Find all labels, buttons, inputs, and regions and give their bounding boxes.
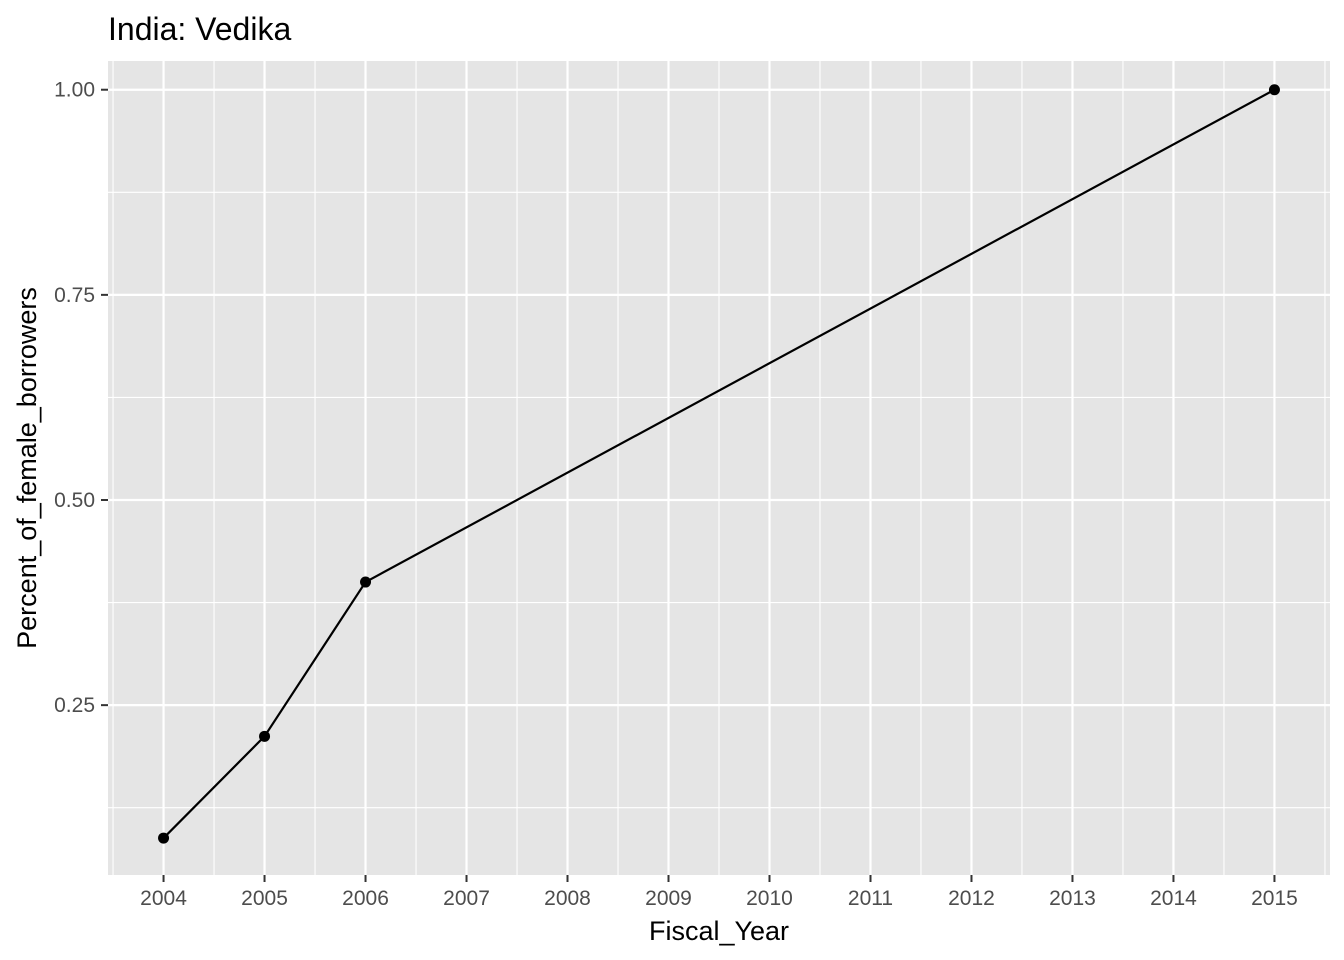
series-layer xyxy=(158,84,1280,844)
y-tick-label: 1.00 xyxy=(54,79,95,102)
x-tick-label: 2009 xyxy=(645,887,692,910)
y-axis-title: Percent_of_female_borrowers xyxy=(12,287,42,649)
y-tick-label: 0.75 xyxy=(54,284,95,307)
data-point xyxy=(259,730,271,742)
x-axis-title: Fiscal_Year xyxy=(649,916,789,946)
x-tick-label: 2008 xyxy=(544,887,591,910)
minor-grid xyxy=(108,61,1330,875)
y-tick-label: 0.50 xyxy=(54,489,95,512)
x-tick-label: 2007 xyxy=(443,887,490,910)
x-axis: 2004 2005 2006 2007 2008 2009 2010 2011 2012 2013… xyxy=(140,875,1298,910)
x-tick-label: 2004 xyxy=(140,887,187,910)
series-line xyxy=(162,88,1275,839)
x-tick-label: 2014 xyxy=(1150,887,1197,910)
data-point xyxy=(158,832,170,844)
x-tick-label: 2006 xyxy=(342,887,389,910)
x-tick-label: 2011 xyxy=(848,887,893,910)
x-tick-label: 2013 xyxy=(1049,887,1096,910)
data-point xyxy=(360,576,372,588)
y-axis: 0.25 0.50 0.75 1.00 xyxy=(54,79,108,717)
x-tick-label: 2015 xyxy=(1251,887,1298,910)
x-tick-label: 2005 xyxy=(241,887,288,910)
y-tick-label: 0.25 xyxy=(54,694,95,717)
x-tick-label: 2010 xyxy=(746,887,793,910)
chart-title: India: Vedika xyxy=(108,11,291,47)
x-tick-label: 2012 xyxy=(948,887,995,910)
data-point xyxy=(1268,84,1280,96)
